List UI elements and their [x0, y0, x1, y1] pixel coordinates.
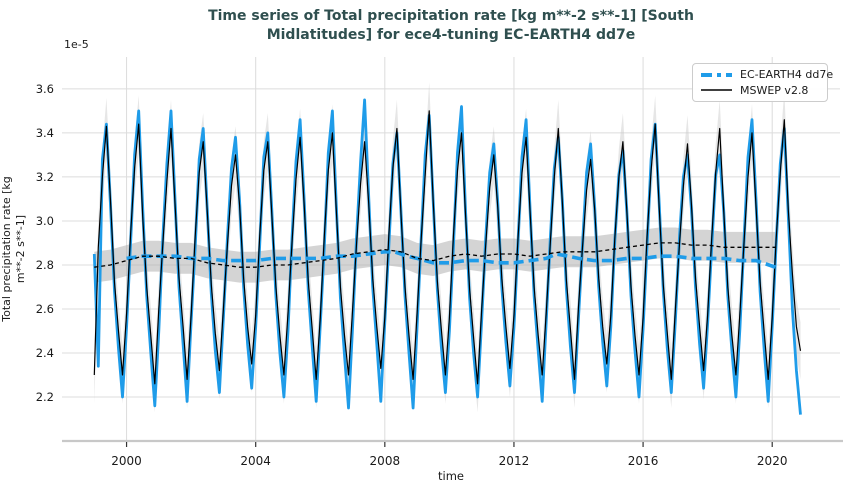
y-tick-label: 2.2 [36, 390, 54, 404]
y-tick-label: 2.4 [36, 346, 54, 360]
y-tick-label: 3.6 [36, 82, 54, 96]
x-tick-label: 2008 [370, 454, 401, 468]
series-line-mswep [93, 110, 802, 385]
x-axis-label: time [438, 469, 464, 483]
y-tick-label: 3.2 [36, 170, 54, 184]
y-axis-offset-text: 1e-5 [64, 38, 89, 51]
legend-label-mswep: MSWEP v2.8 [740, 83, 809, 97]
x-tick-label: 2000 [111, 454, 142, 468]
x-tick-label: 2020 [757, 454, 788, 468]
legend-item-ec-earth4: EC-EARTH4 dd7e [700, 67, 833, 83]
y-tick-label: 2.6 [36, 302, 54, 316]
legend-item-mswep: MSWEP v2.8 [700, 83, 820, 99]
legend-label-ec-earth4: EC-EARTH4 dd7e [740, 68, 834, 82]
y-tick-label: 3.0 [36, 214, 54, 228]
legend: EC-EARTH4 dd7e MSWEP v2.8 [692, 63, 833, 102]
y-tick-label: 3.4 [36, 126, 54, 140]
x-tick-label: 2012 [499, 454, 530, 468]
x-tick-label: 2004 [240, 454, 271, 468]
y-tick-label: 2.8 [36, 258, 54, 272]
chart-title: Time series of Total precipitation rate … [208, 8, 694, 43]
legend-sample-ec-earth4-dashed-line [701, 72, 732, 77]
rolling-mean-ec-earth4 [126, 250, 776, 269]
legend-sample-mswep-line [701, 89, 732, 91]
x-tick-label: 2016 [628, 454, 659, 468]
rolling-mean-mswep [94, 242, 776, 268]
